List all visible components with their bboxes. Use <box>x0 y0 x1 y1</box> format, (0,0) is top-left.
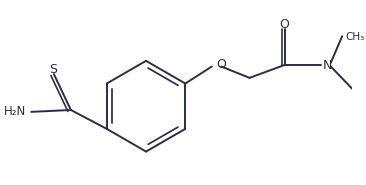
Text: S: S <box>49 63 57 76</box>
Text: N: N <box>323 59 333 72</box>
Text: O: O <box>217 58 226 71</box>
Text: O: O <box>280 18 290 31</box>
Text: H₂N: H₂N <box>4 105 26 118</box>
Text: CH₃: CH₃ <box>345 32 364 42</box>
